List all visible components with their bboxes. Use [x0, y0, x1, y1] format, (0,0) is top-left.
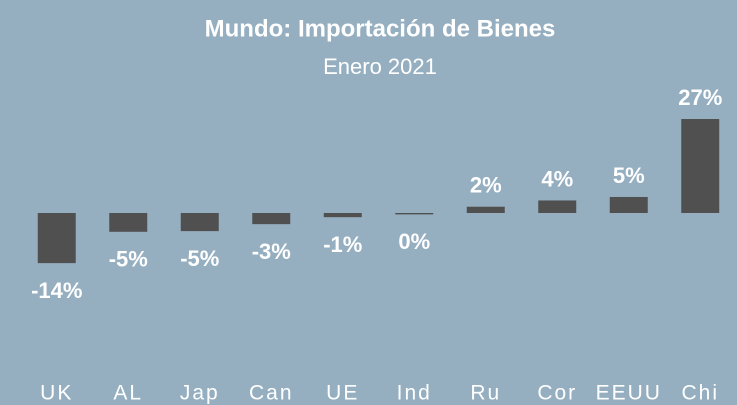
bar: [180, 213, 219, 232]
x-tick-label: Ru: [470, 382, 501, 405]
bar: [37, 213, 76, 264]
value-label: 2%: [470, 173, 502, 198]
value-label: 27%: [678, 85, 722, 110]
bar: [538, 200, 577, 213]
x-tick-label: Can: [249, 382, 294, 405]
chart-title: Mundo: Importación de Bienes: [205, 15, 556, 42]
x-tick-label: EEUU: [596, 382, 662, 405]
x-tick-label: AL: [113, 382, 143, 405]
x-tick-label: Jap: [180, 382, 220, 405]
value-label: 4%: [541, 166, 573, 191]
bar: [109, 213, 148, 232]
x-tick-label: UK: [40, 382, 73, 405]
bar: [466, 206, 505, 213]
value-label: -5%: [180, 246, 219, 271]
x-tick-label: UE: [326, 382, 359, 405]
value-label: -1%: [323, 232, 362, 257]
bar: [609, 196, 648, 213]
bar: [395, 213, 434, 215]
chart-subtitle: Enero 2021: [323, 54, 437, 79]
value-label: 0%: [398, 229, 430, 254]
bar: [323, 213, 362, 218]
value-label: -3%: [252, 239, 291, 264]
value-label: 5%: [613, 163, 645, 188]
x-tick-label: Ind: [397, 382, 432, 405]
x-tick-label: Cor: [537, 382, 577, 405]
value-label: -5%: [109, 247, 148, 272]
value-label: -14%: [31, 278, 82, 303]
bar: [252, 213, 291, 225]
bar: [681, 119, 720, 213]
x-tick-label: Chi: [681, 382, 719, 405]
